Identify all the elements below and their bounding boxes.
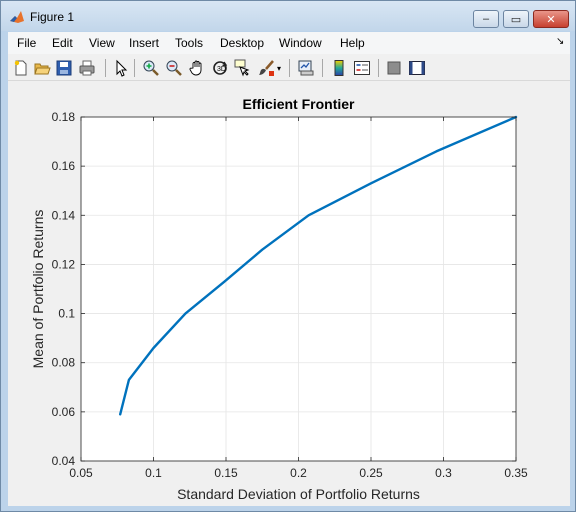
y-tick-label: 0.1	[58, 307, 75, 321]
y-tick-label: 0.08	[52, 356, 76, 370]
open-file-icon[interactable]	[33, 59, 51, 77]
x-tick-label: 0.1	[145, 466, 162, 480]
chart-title: Efficient Frontier	[242, 96, 355, 112]
y-tick-label: 0.18	[52, 110, 76, 124]
matlab-icon	[9, 9, 25, 25]
x-axis-label: Standard Deviation of Portfolio Returns	[177, 486, 420, 502]
maximize-button[interactable]: ▭	[503, 10, 529, 28]
legend-icon[interactable]	[353, 59, 371, 77]
svg-text:3D: 3D	[217, 66, 226, 73]
figure-canvas: 0.05 0.1 0.15 0.2 0.25 0.3 0.35 0.04 0.06 0.08 0.1…	[8, 82, 570, 506]
x-tick-label: 0.05	[69, 466, 93, 480]
y-axis-label: Mean of Portfolio Returns	[30, 210, 46, 369]
y-tick-label: 0.16	[52, 159, 76, 173]
y-tick-label: 0.06	[52, 405, 76, 419]
figure-toolbar: 3D ▾	[8, 55, 570, 81]
menu-window[interactable]: Window	[279, 36, 322, 50]
new-figure-icon[interactable]	[12, 59, 30, 77]
window-title: Figure 1	[30, 10, 74, 24]
menu-tools[interactable]: Tools	[175, 36, 203, 50]
toolbar-separator	[105, 59, 106, 77]
close-icon: ✕	[546, 13, 555, 26]
toolbar-separator	[322, 59, 323, 77]
menu-desktop[interactable]: Desktop	[220, 36, 264, 50]
menu-edit[interactable]: Edit	[52, 36, 73, 50]
efficient-frontier-chart: 0.05 0.1 0.15 0.2 0.25 0.3 0.35 0.04 0.06 0.08 0.1…	[8, 82, 570, 506]
toolbar-separator	[134, 59, 135, 77]
figure-client-area: File Edit View Insert Tools Desktop Wind…	[8, 32, 570, 506]
x-tick-label: 0.15	[214, 466, 238, 480]
minimize-icon: ‒	[483, 13, 489, 25]
menu-file[interactable]: File	[17, 36, 36, 50]
x-tick-label: 0.25	[359, 466, 383, 480]
rotate-3d-icon[interactable]: 3D	[211, 59, 229, 77]
zoom-out-icon[interactable]	[165, 59, 183, 77]
toolbar-separator	[289, 59, 290, 77]
title-bar[interactable]: Figure 1 ‒ ▭ ✕	[1, 1, 575, 31]
y-tick-label: 0.14	[52, 208, 76, 222]
save-icon[interactable]	[55, 59, 73, 77]
maximize-icon: ▭	[511, 13, 521, 26]
x-tick-label: 0.35	[504, 466, 528, 480]
x-tick-label: 0.3	[435, 466, 452, 480]
close-button[interactable]: ✕	[533, 10, 569, 28]
y-tick-label: 0.04	[52, 454, 76, 468]
data-cursor-icon[interactable]	[234, 59, 252, 77]
link-plot-icon[interactable]	[297, 59, 315, 77]
brush-icon[interactable]	[257, 59, 275, 77]
menu-view[interactable]: View	[89, 36, 115, 50]
show-plot-tools-icon[interactable]	[408, 59, 426, 77]
menu-dock-arrow-icon[interactable]: ↘	[556, 36, 564, 47]
x-tick-label: 0.2	[290, 466, 307, 480]
menu-insert[interactable]: Insert	[129, 36, 159, 50]
hide-plot-tools-icon[interactable]	[385, 59, 403, 77]
menu-help[interactable]: Help	[340, 36, 365, 50]
toolbar-separator	[378, 59, 379, 77]
pan-icon[interactable]	[188, 59, 206, 77]
minimize-button[interactable]: ‒	[473, 10, 499, 28]
edit-plot-icon[interactable]	[112, 59, 130, 77]
print-icon[interactable]	[78, 59, 96, 77]
colorbar-icon[interactable]	[330, 59, 348, 77]
zoom-in-icon[interactable]	[142, 59, 160, 77]
y-tick-label: 0.12	[52, 257, 76, 271]
brush-dropdown-icon[interactable]: ▾	[274, 59, 284, 77]
menu-bar: File Edit View Insert Tools Desktop Wind…	[8, 32, 570, 54]
